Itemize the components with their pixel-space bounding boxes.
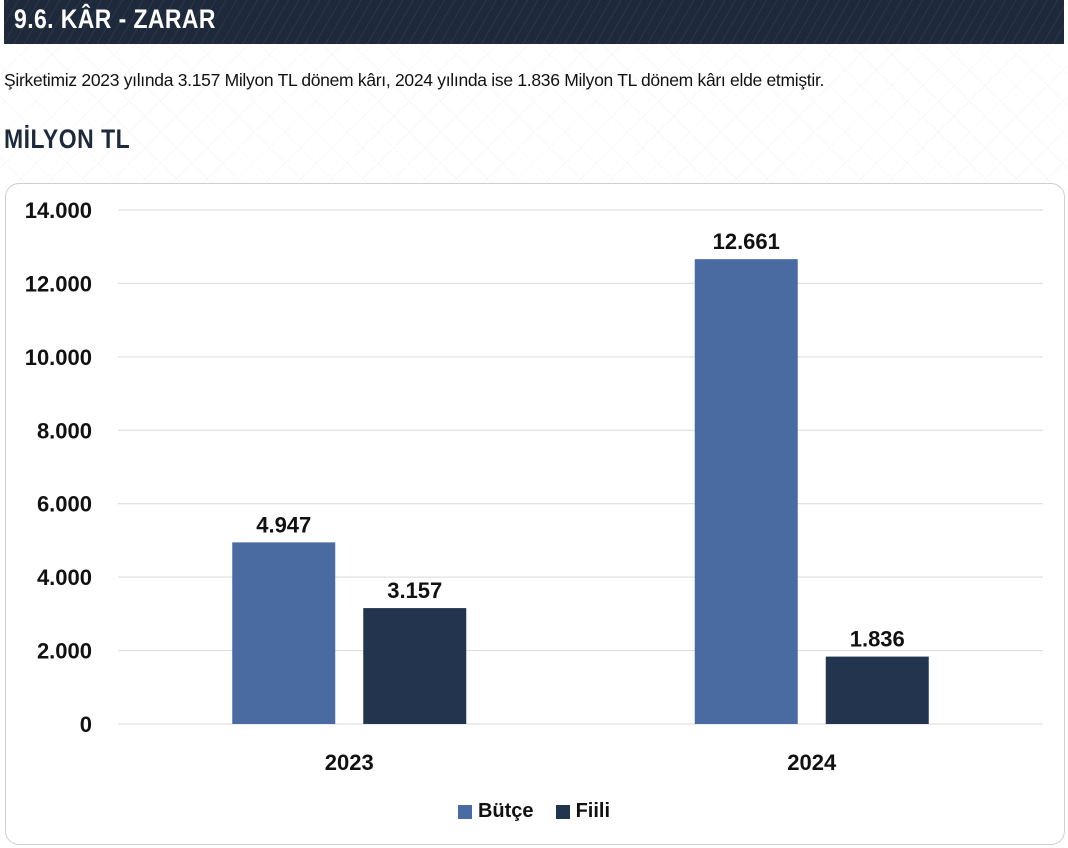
legend-swatch-butce xyxy=(457,804,472,819)
data-label: 1.836 xyxy=(850,627,905,652)
chart-unit-title: MİLYON TL xyxy=(4,124,131,154)
section-header: 9.6. KÂR - ZARAR xyxy=(4,0,1064,44)
legend-item-butce: Bütçe xyxy=(457,800,534,823)
y-tick-label: 2.000 xyxy=(37,639,92,664)
y-tick-label: 10.000 xyxy=(25,345,92,370)
x-tick-label: 2024 xyxy=(787,750,837,775)
y-tick-label: 14.000 xyxy=(25,198,92,223)
intro-paragraph: Şirketimiz 2023 yılında 3.157 Milyon TL … xyxy=(4,70,825,90)
chart-container xyxy=(5,183,1065,845)
bar-fiili-2024 xyxy=(825,656,929,724)
data-label: 3.157 xyxy=(387,578,442,603)
bar-butce-2024 xyxy=(694,259,798,724)
data-label: 12.661 xyxy=(713,229,780,254)
y-tick-label: 12.000 xyxy=(25,271,92,296)
legend-label-butce: Bütçe xyxy=(477,800,534,822)
y-tick-label: 8.000 xyxy=(37,418,92,443)
legend-item-fiili: Fiili xyxy=(555,800,611,823)
y-tick-label: 0 xyxy=(80,712,92,737)
section-title: 9.6. KÂR - ZARAR xyxy=(14,4,216,34)
y-tick-label: 4.000 xyxy=(37,565,92,590)
bar-butce-2023 xyxy=(232,542,336,724)
legend-label-fiili: Fiili xyxy=(575,800,611,822)
x-tick-label: 2023 xyxy=(325,750,374,775)
legend-swatch-fiili xyxy=(555,804,570,819)
chart-legend: Bütçe Fiili xyxy=(0,800,1068,823)
y-tick-label: 6.000 xyxy=(37,492,92,517)
bar-fiili-2023 xyxy=(363,608,467,724)
data-label: 4.947 xyxy=(256,512,311,537)
